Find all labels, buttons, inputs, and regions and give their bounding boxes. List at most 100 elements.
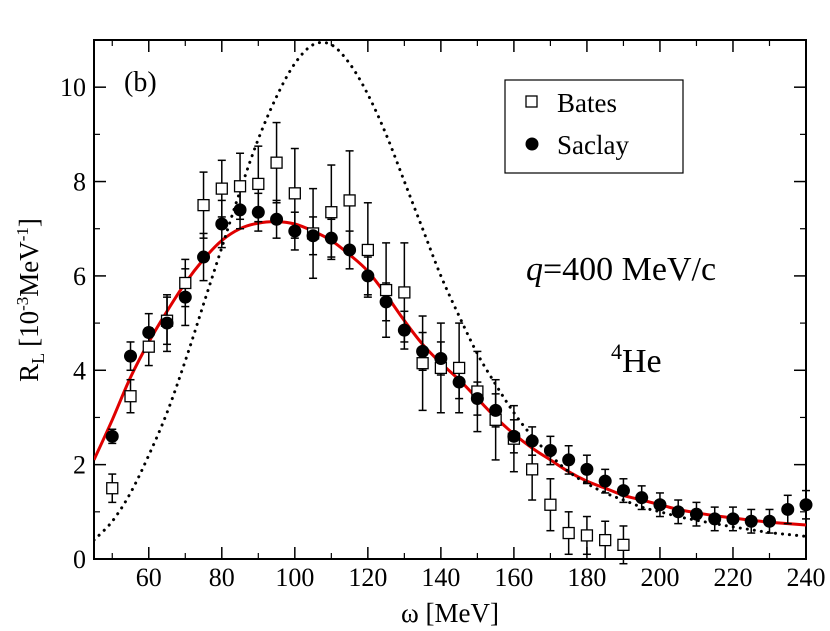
plot-frame xyxy=(93,39,807,560)
saclay-point xyxy=(525,434,539,448)
bates-point xyxy=(361,243,374,257)
bates-point xyxy=(617,538,630,551)
x-tick-label: 80 xyxy=(209,563,235,592)
bates-point xyxy=(580,529,594,542)
x-axis-title: ω [MeV] xyxy=(401,598,499,628)
saclay-point xyxy=(270,212,284,226)
bates-point xyxy=(233,180,247,193)
saclay-point xyxy=(744,514,758,528)
solid-model-curve xyxy=(94,220,806,527)
saclay-point xyxy=(416,344,430,358)
saclay-point xyxy=(799,498,813,512)
bates-point xyxy=(544,498,557,511)
x-tick-label: 240 xyxy=(787,563,826,592)
y-axis-subscript: L xyxy=(28,353,48,364)
saclay-point xyxy=(197,250,211,264)
legend: Bates Saclay xyxy=(504,79,684,174)
q-value: =400 MeV/c xyxy=(543,251,716,288)
saclay-point xyxy=(598,474,612,488)
bates-point xyxy=(124,390,137,403)
saclay-point xyxy=(562,453,576,467)
momentum-annotation: q=400 MeV/c xyxy=(526,251,716,288)
bates-point xyxy=(179,276,192,290)
legend-marker-saclay xyxy=(525,137,539,151)
bates-point xyxy=(325,206,338,219)
saclay-point xyxy=(489,403,503,417)
bates-point xyxy=(106,482,119,495)
y-tick-label: 6 xyxy=(73,262,86,291)
saclay-point xyxy=(635,491,649,505)
bates-point xyxy=(215,182,228,195)
saclay-point xyxy=(781,502,795,516)
bates-point xyxy=(398,286,411,299)
saclay-point xyxy=(616,484,630,498)
y-tick-label: 4 xyxy=(73,356,86,385)
x-tick-label: 60 xyxy=(136,563,162,592)
saclay-point xyxy=(434,351,448,365)
saclay-point xyxy=(708,512,722,526)
saclay-point xyxy=(543,443,557,457)
x-tick-label: 220 xyxy=(713,563,752,592)
legend-label-bates: Bates xyxy=(557,88,617,118)
saclay-point xyxy=(361,269,375,283)
saclay-point xyxy=(288,224,302,238)
bates-point xyxy=(288,187,301,200)
saclay-point xyxy=(124,349,138,363)
bates-point xyxy=(562,526,575,540)
y-axis-exponent-1: -3 xyxy=(13,297,32,311)
bates-point xyxy=(452,361,466,375)
saclay-point xyxy=(671,505,685,519)
saclay-point xyxy=(343,243,357,257)
bates-point xyxy=(599,533,612,547)
bates-point xyxy=(416,357,429,370)
bates-point xyxy=(343,194,356,207)
panel-label: (b) xyxy=(124,67,157,98)
axis-ticks: 60 80 100 120 140 160 180 200 220 240 0 2 4 6 8 10 xyxy=(60,40,826,592)
saclay-point xyxy=(452,375,466,389)
saclay-point xyxy=(142,326,156,340)
saclay-point xyxy=(470,392,484,406)
x-tick-label: 100 xyxy=(275,563,314,592)
saclay-point xyxy=(251,205,265,219)
x-tick-label: 120 xyxy=(348,563,387,592)
bates-point xyxy=(142,340,155,353)
saclay-point xyxy=(580,462,594,476)
bates-point xyxy=(526,463,539,476)
x-tick-label: 180 xyxy=(567,563,606,592)
saclay-point xyxy=(306,229,320,243)
x-tick-label: 140 xyxy=(421,563,460,592)
model-curves xyxy=(94,40,806,542)
y-axis-title: RL [10-3MeV-1] xyxy=(13,218,48,382)
saclay-point xyxy=(689,507,703,521)
bates-point xyxy=(379,283,393,297)
bates-point xyxy=(270,156,283,169)
x-tick-label: 160 xyxy=(494,563,533,592)
nucleus-annotation: 4He xyxy=(611,339,662,380)
saclay-point xyxy=(178,290,192,304)
y-tick-label: 2 xyxy=(73,451,86,480)
y-axis-units-close: ] xyxy=(14,218,44,227)
saclay-point xyxy=(653,498,667,512)
y-axis-symbol: R xyxy=(14,364,44,382)
dotted-model-curve xyxy=(94,40,806,542)
legend-label-saclay: Saclay xyxy=(557,130,629,160)
y-axis-exponent-2: -1 xyxy=(13,227,32,241)
saclay-point xyxy=(324,231,338,245)
y-axis-units-mid: MeV xyxy=(14,241,44,297)
error-bars xyxy=(108,121,810,565)
y-tick-label: 0 xyxy=(73,545,86,574)
saclay-point xyxy=(233,203,247,217)
saclay-point xyxy=(105,429,119,443)
saclay-point xyxy=(762,514,776,528)
bates-point xyxy=(252,177,265,191)
bates-point xyxy=(197,198,210,212)
y-tick-label: 10 xyxy=(60,73,86,102)
data-markers xyxy=(105,156,813,551)
saclay-point xyxy=(379,295,393,309)
y-axis-units-open: [10 xyxy=(14,311,44,347)
saclay-point xyxy=(215,217,229,231)
y-tick-label: 8 xyxy=(73,168,86,197)
nucleus-symbol: He xyxy=(622,343,662,380)
q-symbol: q xyxy=(526,251,543,288)
